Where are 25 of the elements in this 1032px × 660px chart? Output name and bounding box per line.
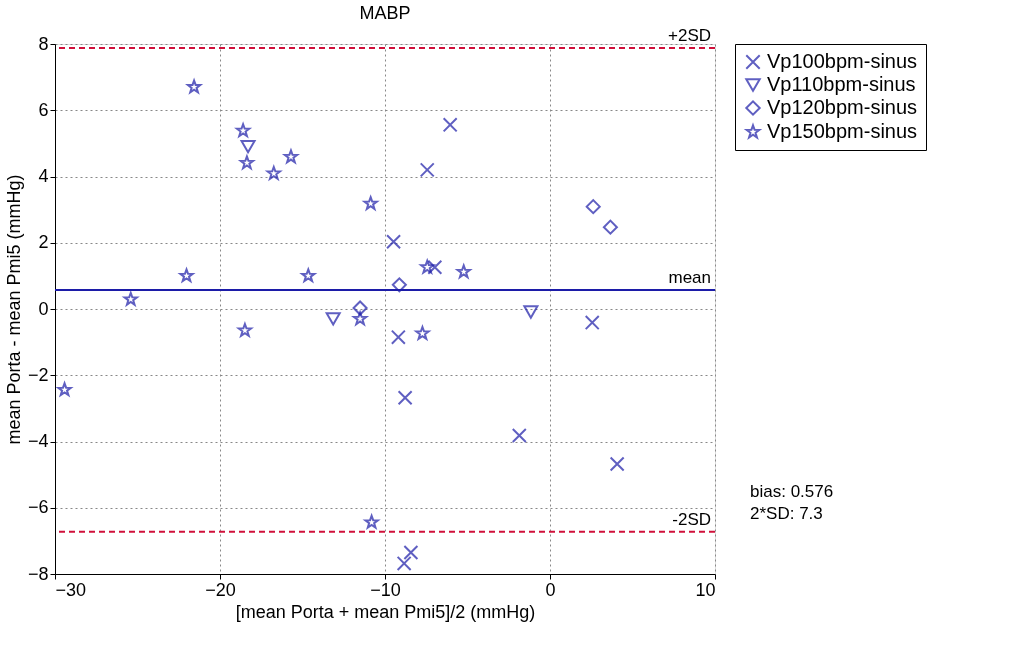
x-tick-label: −20 [205, 579, 236, 600]
y-tick-label: 2 [38, 232, 49, 253]
y-tick-label: 8 [38, 33, 49, 54]
y-tick-label: 0 [38, 298, 49, 319]
ref-line-label: mean [668, 267, 711, 287]
x-tick-label: −10 [370, 579, 401, 600]
legend-label: Vp120bpm-sinus [767, 96, 918, 118]
x-tick-label: 0 [545, 579, 556, 600]
y-tick-label: 4 [38, 166, 49, 186]
y-tick-label: 6 [38, 99, 49, 120]
legend-label: Vp100bpm-sinus [767, 50, 918, 72]
x-tick-label: 10 [695, 579, 716, 600]
legend-label: Vp150bpm-sinus [767, 120, 918, 142]
x-axis-title: [mean Porta + mean Pmi5]/2 (mmHg) [235, 601, 536, 622]
y-tick-label: −4 [27, 431, 49, 451]
legend-label: Vp110bpm-sinus [767, 73, 916, 95]
y-axis-title: mean Porta - mean Pmi5 (mmHg) [3, 174, 24, 445]
y-tick-label: −6 [27, 497, 49, 518]
ref-line-label: -2SD [672, 509, 711, 529]
x-tick-label: −30 [55, 579, 87, 600]
chart-title: MABP [359, 3, 411, 24]
y-tick-label: −2 [27, 364, 49, 385]
y-tick-label: −8 [27, 563, 49, 584]
text: bias: 0.576 2*SD: 7.3 [750, 482, 834, 523]
ref-line-label: +2SD [668, 26, 711, 46]
